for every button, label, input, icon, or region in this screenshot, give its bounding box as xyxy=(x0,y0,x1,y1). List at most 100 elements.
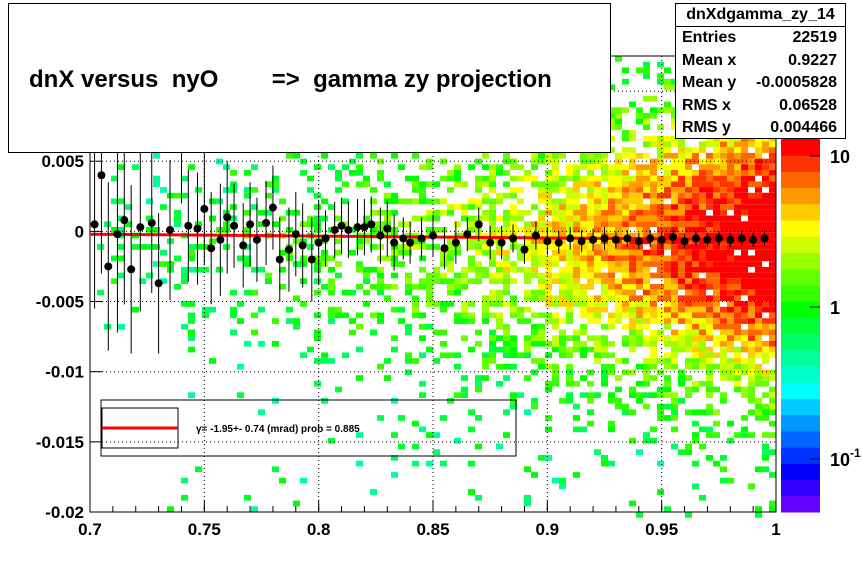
heatmap-cell xyxy=(741,369,748,376)
heatmap-cell xyxy=(454,352,461,359)
heatmap-cell xyxy=(594,335,601,341)
heatmap-cell xyxy=(706,255,713,262)
heatmap-cell xyxy=(615,209,622,216)
heatmap-cell xyxy=(587,420,594,427)
heatmap-cell xyxy=(510,352,517,359)
heatmap-cell xyxy=(713,158,720,165)
heatmap-cell xyxy=(426,346,433,353)
heatmap-cell xyxy=(573,181,580,188)
heatmap-cell xyxy=(699,494,706,501)
heatmap-cell xyxy=(650,107,657,113)
heatmap-cell xyxy=(643,118,650,125)
heatmap-cell xyxy=(573,164,580,170)
heatmap-cell xyxy=(608,198,615,205)
heatmap-cell xyxy=(741,249,748,256)
heatmap-cell xyxy=(559,232,566,239)
heatmap-cell xyxy=(769,295,776,302)
heatmap-cell xyxy=(146,272,153,279)
heatmap-cell xyxy=(496,380,503,387)
heatmap-cell xyxy=(314,164,321,170)
heatmap-cell xyxy=(643,284,650,290)
heatmap-cell xyxy=(181,477,188,484)
heatmap-cell xyxy=(615,358,622,364)
heatmap-cell xyxy=(671,392,678,398)
heatmap-cell xyxy=(615,249,622,256)
heatmap-cell xyxy=(209,215,216,222)
heatmap-cell xyxy=(720,152,727,159)
heatmap-cell xyxy=(517,318,524,324)
heatmap-cell xyxy=(727,306,734,313)
heatmap-cell xyxy=(272,398,279,404)
heatmap-cell xyxy=(650,164,657,170)
heatmap-cell xyxy=(433,227,440,233)
heatmap-cell xyxy=(594,209,601,216)
heatmap-cell xyxy=(412,244,419,250)
heatmap-cell xyxy=(629,152,636,159)
heatmap-cell xyxy=(237,255,244,262)
heatmap-cell xyxy=(468,426,475,433)
heatmap-cell xyxy=(636,107,643,113)
color-scale-band xyxy=(781,414,820,432)
heatmap-cell xyxy=(335,249,342,256)
stats-value: 0.9227 xyxy=(788,51,837,69)
heatmap-cell xyxy=(118,227,125,233)
heatmap-cell xyxy=(524,409,531,416)
heatmap-cell xyxy=(482,352,489,359)
heatmap-cell xyxy=(636,363,643,370)
heatmap-cell xyxy=(650,255,657,262)
heatmap-cell xyxy=(755,329,762,336)
heatmap-cell xyxy=(748,352,755,359)
heatmap-cell xyxy=(454,170,461,176)
y-tick-label: 0 xyxy=(75,222,84,241)
heatmap-cell xyxy=(769,392,776,398)
heatmap-cell xyxy=(671,295,678,302)
heatmap-cell xyxy=(629,278,636,284)
heatmap-cell xyxy=(664,415,671,421)
heatmap-cell xyxy=(594,358,601,364)
heatmap-cell xyxy=(377,278,384,284)
heatmap-cell xyxy=(769,181,776,188)
heatmap-cell xyxy=(748,301,755,307)
heatmap-cell xyxy=(643,437,650,444)
heatmap-cell xyxy=(419,392,426,398)
heatmap-cell xyxy=(720,198,727,205)
heatmap-cell xyxy=(496,249,503,256)
color-scale-band xyxy=(781,430,820,448)
heatmap-cell xyxy=(440,209,447,216)
profile-point xyxy=(97,171,106,180)
heatmap-cell xyxy=(678,301,685,307)
heatmap-cell xyxy=(755,204,762,210)
heatmap-cell xyxy=(160,204,167,210)
heatmap-cell xyxy=(251,506,258,512)
heatmap-cell xyxy=(531,472,538,478)
heatmap-cell xyxy=(608,221,615,227)
heatmap-cell xyxy=(587,295,594,302)
heatmap-cell xyxy=(384,284,391,290)
heatmap-cell xyxy=(195,187,202,193)
heatmap-cell xyxy=(496,170,503,176)
heatmap-cell xyxy=(482,198,489,205)
heatmap-cell xyxy=(573,329,580,336)
heatmap-cell xyxy=(181,272,188,279)
heatmap-cell xyxy=(622,198,629,205)
heatmap-cell xyxy=(636,449,643,455)
heatmap-cell xyxy=(741,227,748,233)
heatmap-cell xyxy=(566,209,573,216)
heatmap-cell xyxy=(573,426,580,433)
heatmap-cell xyxy=(356,261,363,267)
heatmap-cell xyxy=(489,278,496,284)
heatmap-cell xyxy=(223,227,230,233)
heatmap-cell xyxy=(755,284,762,290)
heatmap-cell xyxy=(685,443,692,450)
heatmap-cell xyxy=(314,329,321,336)
heatmap-cell xyxy=(545,192,552,199)
heatmap-cell xyxy=(601,375,608,381)
heatmap-cell xyxy=(251,204,258,210)
heatmap-cell xyxy=(524,341,531,347)
heatmap-cell xyxy=(545,266,552,273)
heatmap-cell xyxy=(538,278,545,284)
heatmap-cell xyxy=(496,318,503,324)
heatmap-cell xyxy=(657,329,664,336)
profile-point xyxy=(520,245,529,254)
heatmap-cell xyxy=(615,284,622,290)
